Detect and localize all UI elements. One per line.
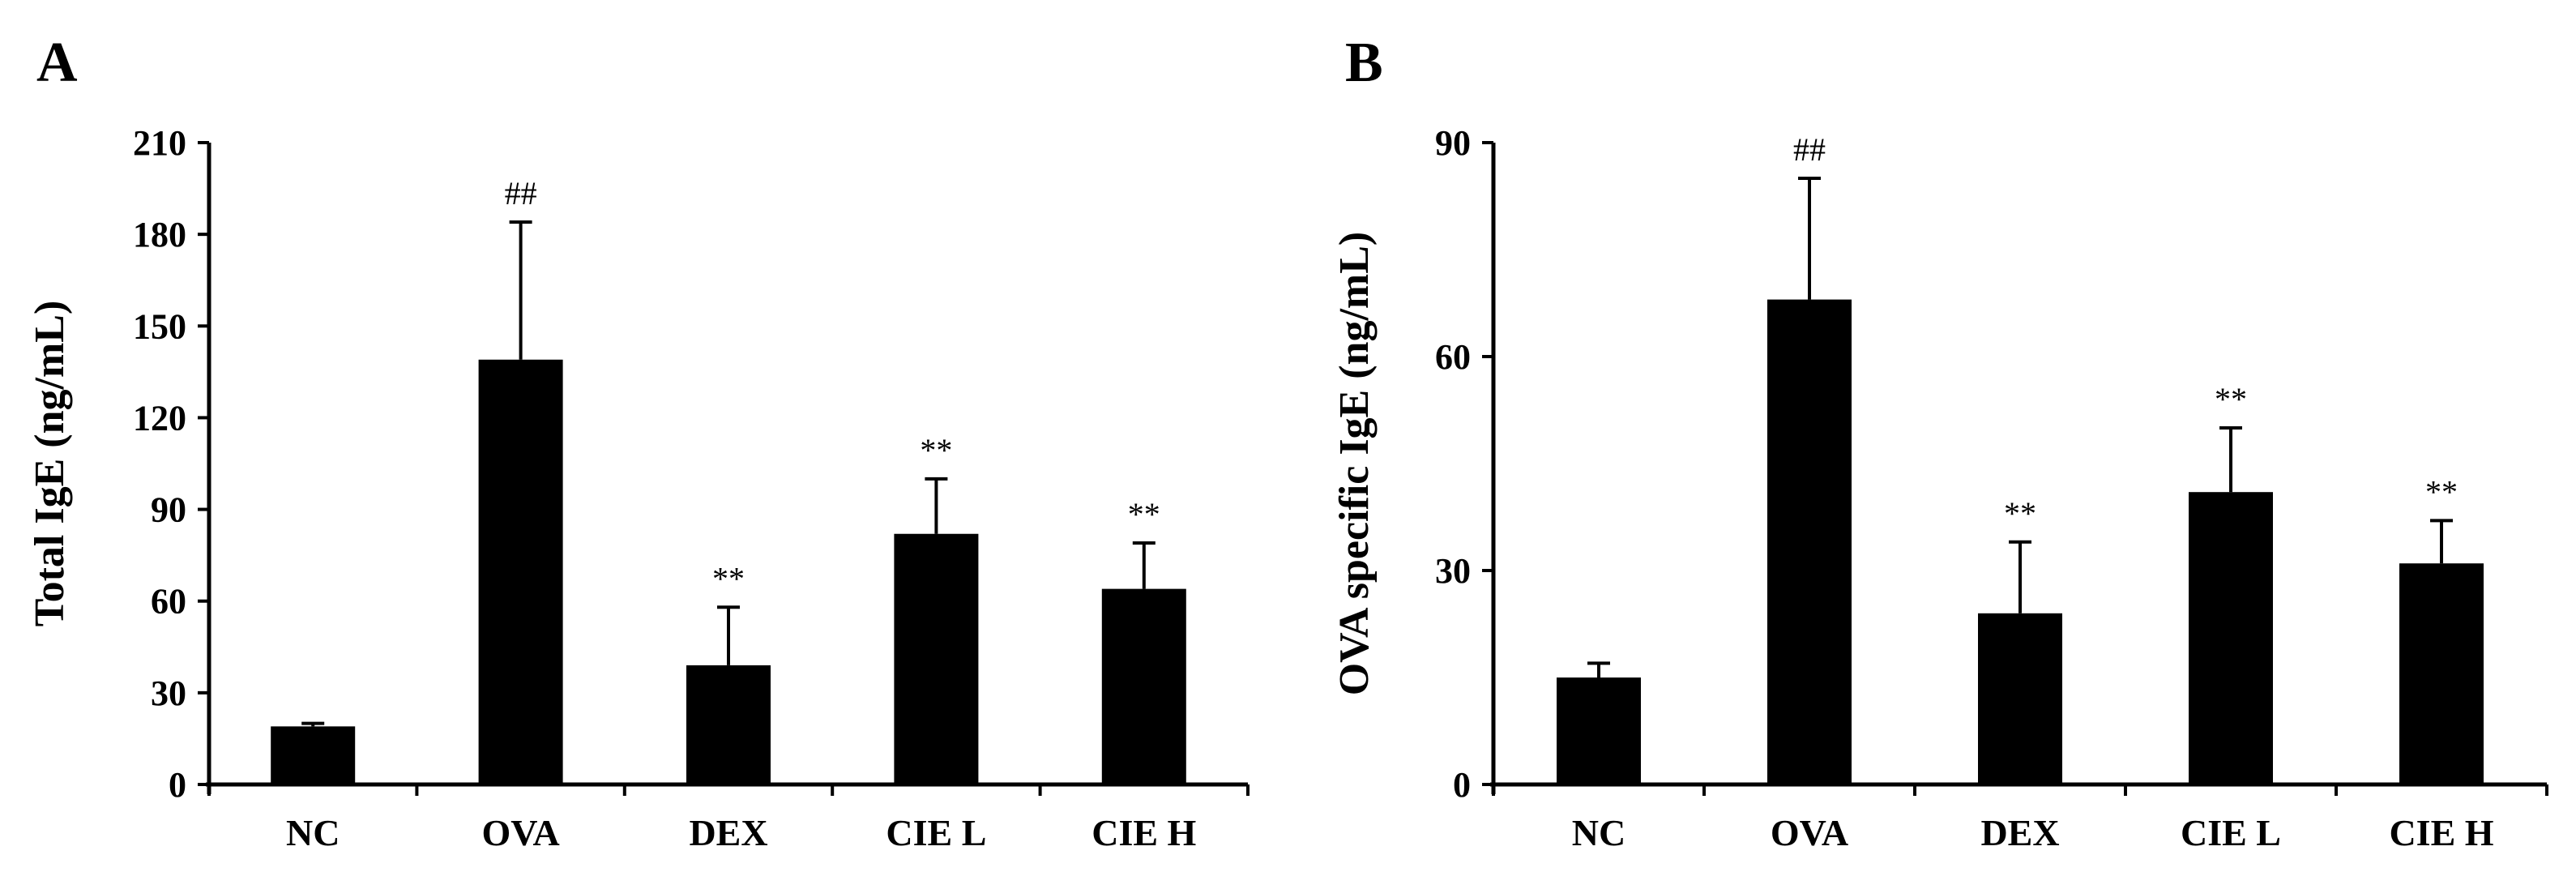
panel-a-bar xyxy=(686,665,771,784)
panel-a-letter: A xyxy=(36,32,78,94)
panel-a-category-label: OVA xyxy=(481,812,559,853)
panel-a-category-label: CIE L xyxy=(886,812,986,853)
panel-b-category-label: NC xyxy=(1572,812,1625,853)
panel-a-y-tick-label: 0 xyxy=(169,765,186,805)
panel-a-y-tick-label: 90 xyxy=(151,490,186,530)
panel-a-y-axis-title: Total IgE (ng/mL) xyxy=(27,301,73,627)
panel-b-significance-label: ## xyxy=(1793,131,1826,168)
panel-b-bar xyxy=(1557,678,1641,784)
panel-b-bar xyxy=(1978,613,2062,784)
panel-a-y-tick-label: 60 xyxy=(151,582,186,622)
panel-a-significance-label: ## xyxy=(505,175,537,212)
panel-a-bar xyxy=(478,359,563,784)
panel-b-y-tick-label: 90 xyxy=(1435,123,1471,163)
panel-a-category-label: CIE H xyxy=(1091,812,1196,853)
panel-a-y-tick-label: 30 xyxy=(151,673,186,713)
panel-a-bar xyxy=(894,533,979,784)
panel-b-bar xyxy=(2189,492,2273,784)
panel-a-bar xyxy=(271,726,356,784)
panel-b-bar xyxy=(2399,563,2484,784)
panel-b-significance-label: ** xyxy=(2215,381,2247,417)
panel-a-category-label: NC xyxy=(286,812,340,853)
panel-a-y-tick-label: 210 xyxy=(133,123,186,163)
panel-b-significance-label: ** xyxy=(2004,495,2036,532)
panel-b-category-label: DEX xyxy=(1980,812,2059,853)
panel-a-significance-label: ** xyxy=(712,560,745,596)
panel-b-y-tick-label: 0 xyxy=(1453,765,1471,805)
panel-b-y-tick-label: 60 xyxy=(1435,337,1471,377)
panel-b-category-label: CIE L xyxy=(2181,812,2281,853)
panel-a-significance-label: ** xyxy=(1128,496,1160,532)
panel-a-y-tick-label: 180 xyxy=(133,215,186,254)
panel-b-bar xyxy=(1767,299,1852,785)
panel-b-category-label: CIE H xyxy=(2389,812,2493,853)
panel-b-y-axis-title: OVA specific IgE (ng/mL) xyxy=(1331,232,1378,696)
panel-a-y-tick-label: 150 xyxy=(133,306,186,346)
panel-b-letter: B xyxy=(1345,32,1383,94)
panel-b-category-label: OVA xyxy=(1771,812,1848,853)
panel-a-y-tick-label: 120 xyxy=(133,398,186,438)
panel-a-bar xyxy=(1101,588,1186,784)
panel-a-significance-label: ** xyxy=(920,432,952,468)
panel-b-significance-label: ** xyxy=(2425,473,2458,510)
panel-a-category-label: DEX xyxy=(689,812,767,853)
panel-b-y-tick-label: 30 xyxy=(1435,551,1471,591)
